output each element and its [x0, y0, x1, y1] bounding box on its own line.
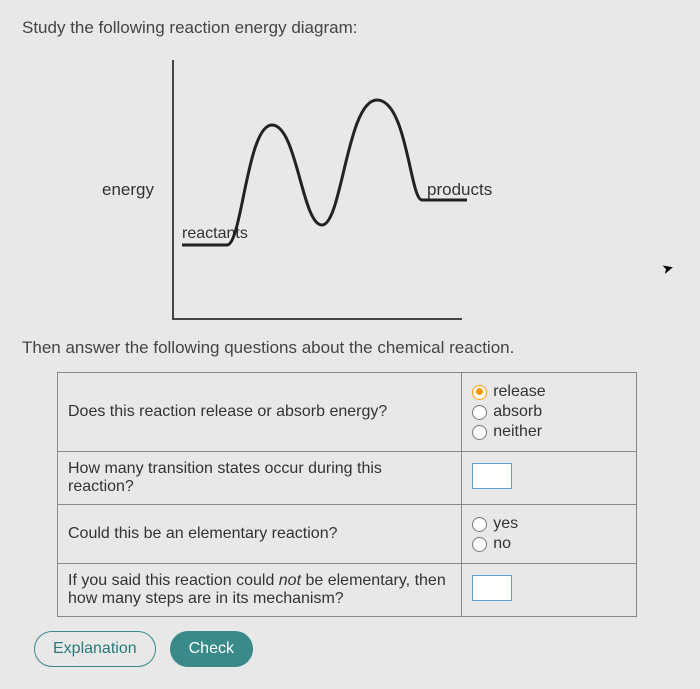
button-row: Explanation Check [34, 631, 678, 667]
curve-path [182, 100, 467, 245]
table-row: If you said this reaction could not be e… [58, 564, 637, 617]
subtitle: Then answer the following questions abou… [22, 338, 678, 358]
q4-text: If you said this reaction could not be e… [58, 564, 462, 617]
question-table: Does this reaction release or absorb ene… [57, 372, 637, 617]
option-label: absorb [493, 403, 542, 421]
radio-icon[interactable] [472, 537, 487, 552]
q2-text: How many transition states occur during … [58, 452, 462, 505]
option-label: yes [493, 515, 518, 533]
q3-option-no[interactable]: no [472, 535, 626, 553]
energy-diagram: energy reactants products [82, 50, 602, 330]
q3-answers: yes no [462, 505, 637, 564]
radio-icon[interactable] [472, 385, 487, 400]
option-label: neither [493, 423, 542, 441]
table-row: Could this be an elementary reaction? ye… [58, 505, 637, 564]
reaction-curve [172, 60, 512, 320]
radio-icon[interactable] [472, 425, 487, 440]
q1-option-release[interactable]: release [472, 383, 626, 401]
q4-answer [462, 564, 637, 617]
q1-answers: release absorb neither [462, 373, 637, 452]
q4-em: not [279, 572, 301, 589]
option-label: no [493, 535, 511, 553]
q2-answer [462, 452, 637, 505]
q1-text: Does this reaction release or absorb ene… [58, 373, 462, 452]
option-label: release [493, 383, 545, 401]
explanation-button[interactable]: Explanation [34, 631, 156, 667]
table-row: Does this reaction release or absorb ene… [58, 373, 637, 452]
y-axis-label: energy [102, 180, 154, 200]
radio-icon[interactable] [472, 405, 487, 420]
q3-text: Could this be an elementary reaction? [58, 505, 462, 564]
q1-option-neither[interactable]: neither [472, 423, 626, 441]
table-row: How many transition states occur during … [58, 452, 637, 505]
page-title: Study the following reaction energy diag… [22, 18, 678, 38]
q4-pre: If you said this reaction could [68, 572, 279, 589]
mechanism-steps-input[interactable] [472, 575, 512, 601]
transition-states-input[interactable] [472, 463, 512, 489]
q3-option-yes[interactable]: yes [472, 515, 626, 533]
q1-option-absorb[interactable]: absorb [472, 403, 626, 421]
check-button[interactable]: Check [170, 631, 253, 667]
radio-icon[interactable] [472, 517, 487, 532]
